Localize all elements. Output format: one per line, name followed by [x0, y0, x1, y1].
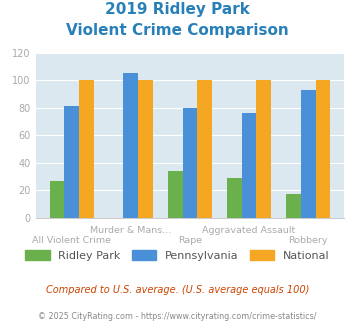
Text: All Violent Crime: All Violent Crime [32, 236, 111, 245]
Text: Robbery: Robbery [288, 236, 328, 245]
Text: Aggravated Assault: Aggravated Assault [202, 226, 296, 235]
Bar [197, 80, 212, 218]
Text: © 2025 CityRating.com - https://www.cityrating.com/crime-statistics/: © 2025 CityRating.com - https://www.city… [38, 312, 317, 321]
Text: 2019 Ridley Park: 2019 Ridley Park [105, 2, 250, 16]
Bar [286, 194, 301, 218]
Text: Murder & Mans...: Murder & Mans... [90, 226, 171, 235]
Text: Compared to U.S. average. (U.S. average equals 100): Compared to U.S. average. (U.S. average … [46, 285, 309, 295]
Bar [182, 108, 197, 218]
Text: Violent Crime Comparison: Violent Crime Comparison [66, 23, 289, 38]
Bar [256, 80, 271, 218]
Bar [50, 181, 64, 218]
Bar [242, 113, 256, 218]
Bar [79, 80, 94, 218]
Bar [301, 90, 316, 218]
Legend: Ridley Park, Pennsylvania, National: Ridley Park, Pennsylvania, National [22, 247, 333, 264]
Bar [138, 80, 153, 218]
Bar [227, 178, 242, 218]
Text: Rape: Rape [178, 236, 202, 245]
Bar [124, 73, 138, 218]
Bar [316, 80, 330, 218]
Bar [168, 171, 182, 218]
Bar [64, 106, 79, 218]
